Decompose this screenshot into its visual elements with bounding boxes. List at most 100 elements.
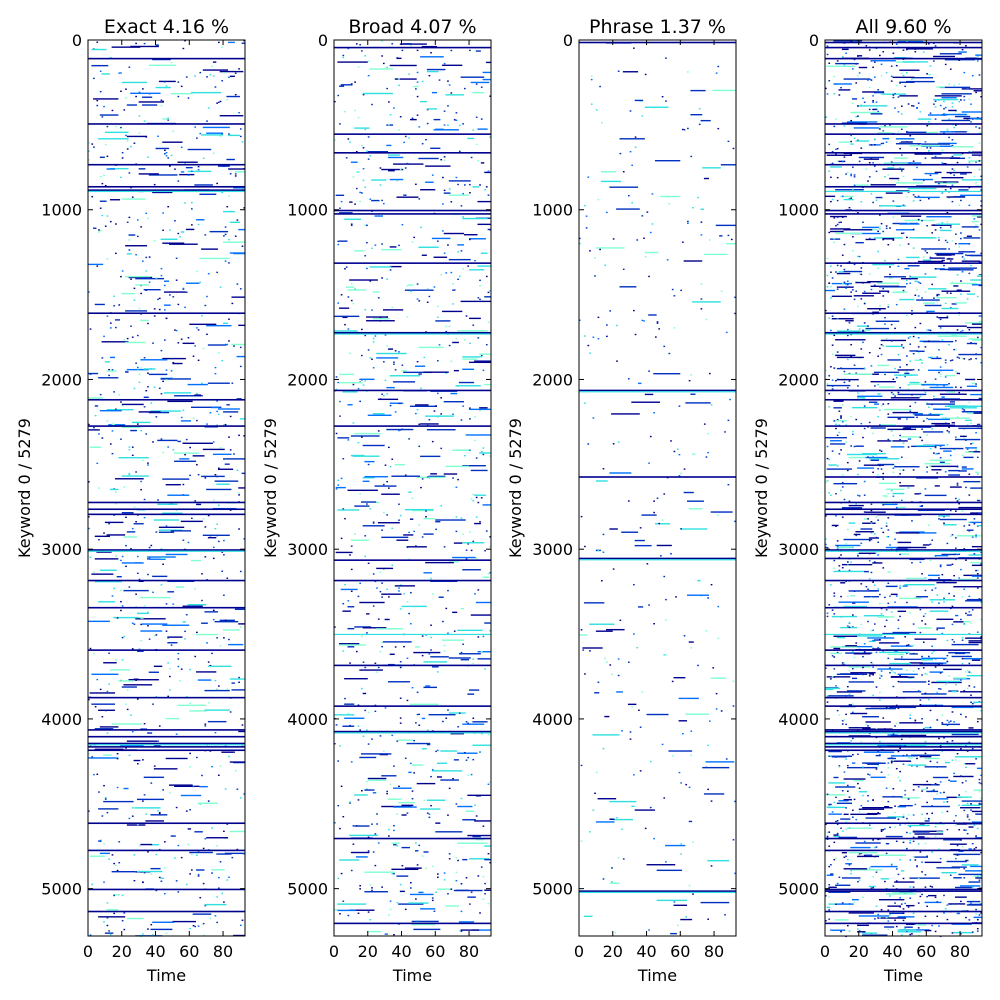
heatmap-cell (826, 547, 829, 549)
heatmap-cell (460, 419, 463, 421)
heatmap-cell (238, 492, 240, 494)
heatmap-cell (975, 846, 977, 849)
heatmap-cell (89, 934, 92, 936)
heatmap-cell (692, 207, 694, 209)
heatmap-cell (836, 356, 864, 359)
heatmap-cell (458, 275, 461, 277)
heatmap-cell (364, 871, 395, 873)
heatmap-cell (609, 882, 620, 884)
heatmap-cell (238, 623, 245, 625)
heatmap-cell (906, 131, 927, 134)
heatmap-cell (202, 922, 205, 925)
heatmap-cell (916, 107, 918, 109)
heatmap-cell (98, 808, 119, 810)
heatmap-cell (828, 604, 831, 606)
heatmap-cell (887, 535, 890, 538)
heatmap-cell (345, 157, 348, 159)
heatmap-cell (939, 447, 964, 450)
heatmap-cell (384, 379, 387, 382)
heatmap-cell (946, 904, 949, 906)
heatmap-cell (868, 86, 871, 89)
heatmap-cell (404, 167, 407, 169)
heatmap-cell (845, 723, 847, 726)
heatmap-cell (350, 224, 353, 227)
heatmap-cell (467, 896, 476, 898)
heatmap-cell (653, 511, 655, 514)
heatmap-cell (440, 413, 443, 415)
heatmap-cell (980, 551, 982, 554)
heatmap-cell (850, 813, 878, 816)
heatmap-cell (916, 596, 928, 598)
heatmap-cell (931, 645, 934, 647)
heatmap-cell (877, 463, 895, 466)
heatmap-cell (447, 105, 449, 107)
heatmap-cell (399, 514, 402, 517)
heatmap-cell (835, 153, 837, 155)
heatmap-cell (852, 602, 856, 604)
heatmap-cell (879, 290, 890, 292)
heatmap-cell (445, 607, 448, 610)
heatmap-cell (924, 141, 927, 143)
heatmap-cell (890, 440, 893, 442)
heatmap-cell (690, 754, 693, 757)
heatmap-cell (879, 677, 881, 679)
heatmap-cell (453, 369, 459, 372)
heatmap-cell (897, 541, 912, 544)
heatmap-cell (399, 666, 402, 669)
heatmap-cell (907, 265, 920, 267)
heatmap-cell (906, 669, 908, 671)
heatmap-cell (885, 852, 888, 855)
heatmap-cell (103, 800, 134, 803)
heatmap-cell (460, 76, 485, 78)
heatmap-cell (589, 831, 591, 833)
heatmap-cell (951, 131, 967, 133)
heatmap-cell (887, 816, 905, 818)
heatmap-cell (926, 225, 928, 227)
heatmap-cell (409, 290, 412, 293)
heatmap-cell (868, 675, 871, 677)
heatmap-cell (366, 788, 368, 790)
x-axis-label: Time (637, 966, 677, 985)
heatmap-cell (926, 216, 952, 218)
heatmap-cell (349, 801, 351, 803)
heatmap-cell (345, 266, 348, 268)
heatmap-cell (879, 347, 881, 350)
heatmap-row (88, 549, 245, 551)
heatmap-cell (465, 549, 468, 551)
heatmap-cell (936, 628, 939, 631)
heatmap-cell (88, 263, 104, 266)
heatmap-cell (690, 647, 693, 649)
heatmap-cell (125, 565, 127, 568)
heatmap-cell (933, 395, 935, 397)
heatmap-cell (700, 119, 711, 122)
heatmap-cell (717, 127, 720, 130)
heatmap-cell (229, 252, 245, 254)
heatmap-cell (369, 155, 372, 157)
heatmap-cell (148, 638, 151, 640)
heatmap-cell (362, 627, 387, 629)
heatmap-cell (423, 371, 449, 373)
heatmap-cell (975, 813, 982, 815)
heatmap-cell (924, 157, 927, 159)
heatmap-cell (840, 449, 842, 451)
heatmap-cell (907, 814, 910, 816)
heatmap-cell (838, 569, 841, 572)
heatmap-cell (882, 295, 885, 297)
heatmap-cell (379, 735, 382, 737)
heatmap-cell (830, 228, 851, 230)
heatmap-cell (838, 89, 851, 91)
heatmap-cell (954, 124, 957, 126)
heatmap-cell (489, 862, 491, 864)
heatmap-cell (846, 690, 866, 692)
heatmap-cell (406, 546, 427, 548)
heatmap-cell (862, 91, 885, 93)
heatmap-cell (895, 229, 915, 231)
heatmap-cell (938, 602, 940, 604)
heatmap-cell (970, 264, 972, 267)
heatmap-row (88, 742, 245, 745)
heatmap-cell (870, 776, 886, 779)
heatmap-cell (108, 930, 110, 932)
heatmap-cell (415, 545, 417, 547)
heatmap-cell (850, 712, 868, 715)
heatmap-cell (927, 329, 930, 331)
